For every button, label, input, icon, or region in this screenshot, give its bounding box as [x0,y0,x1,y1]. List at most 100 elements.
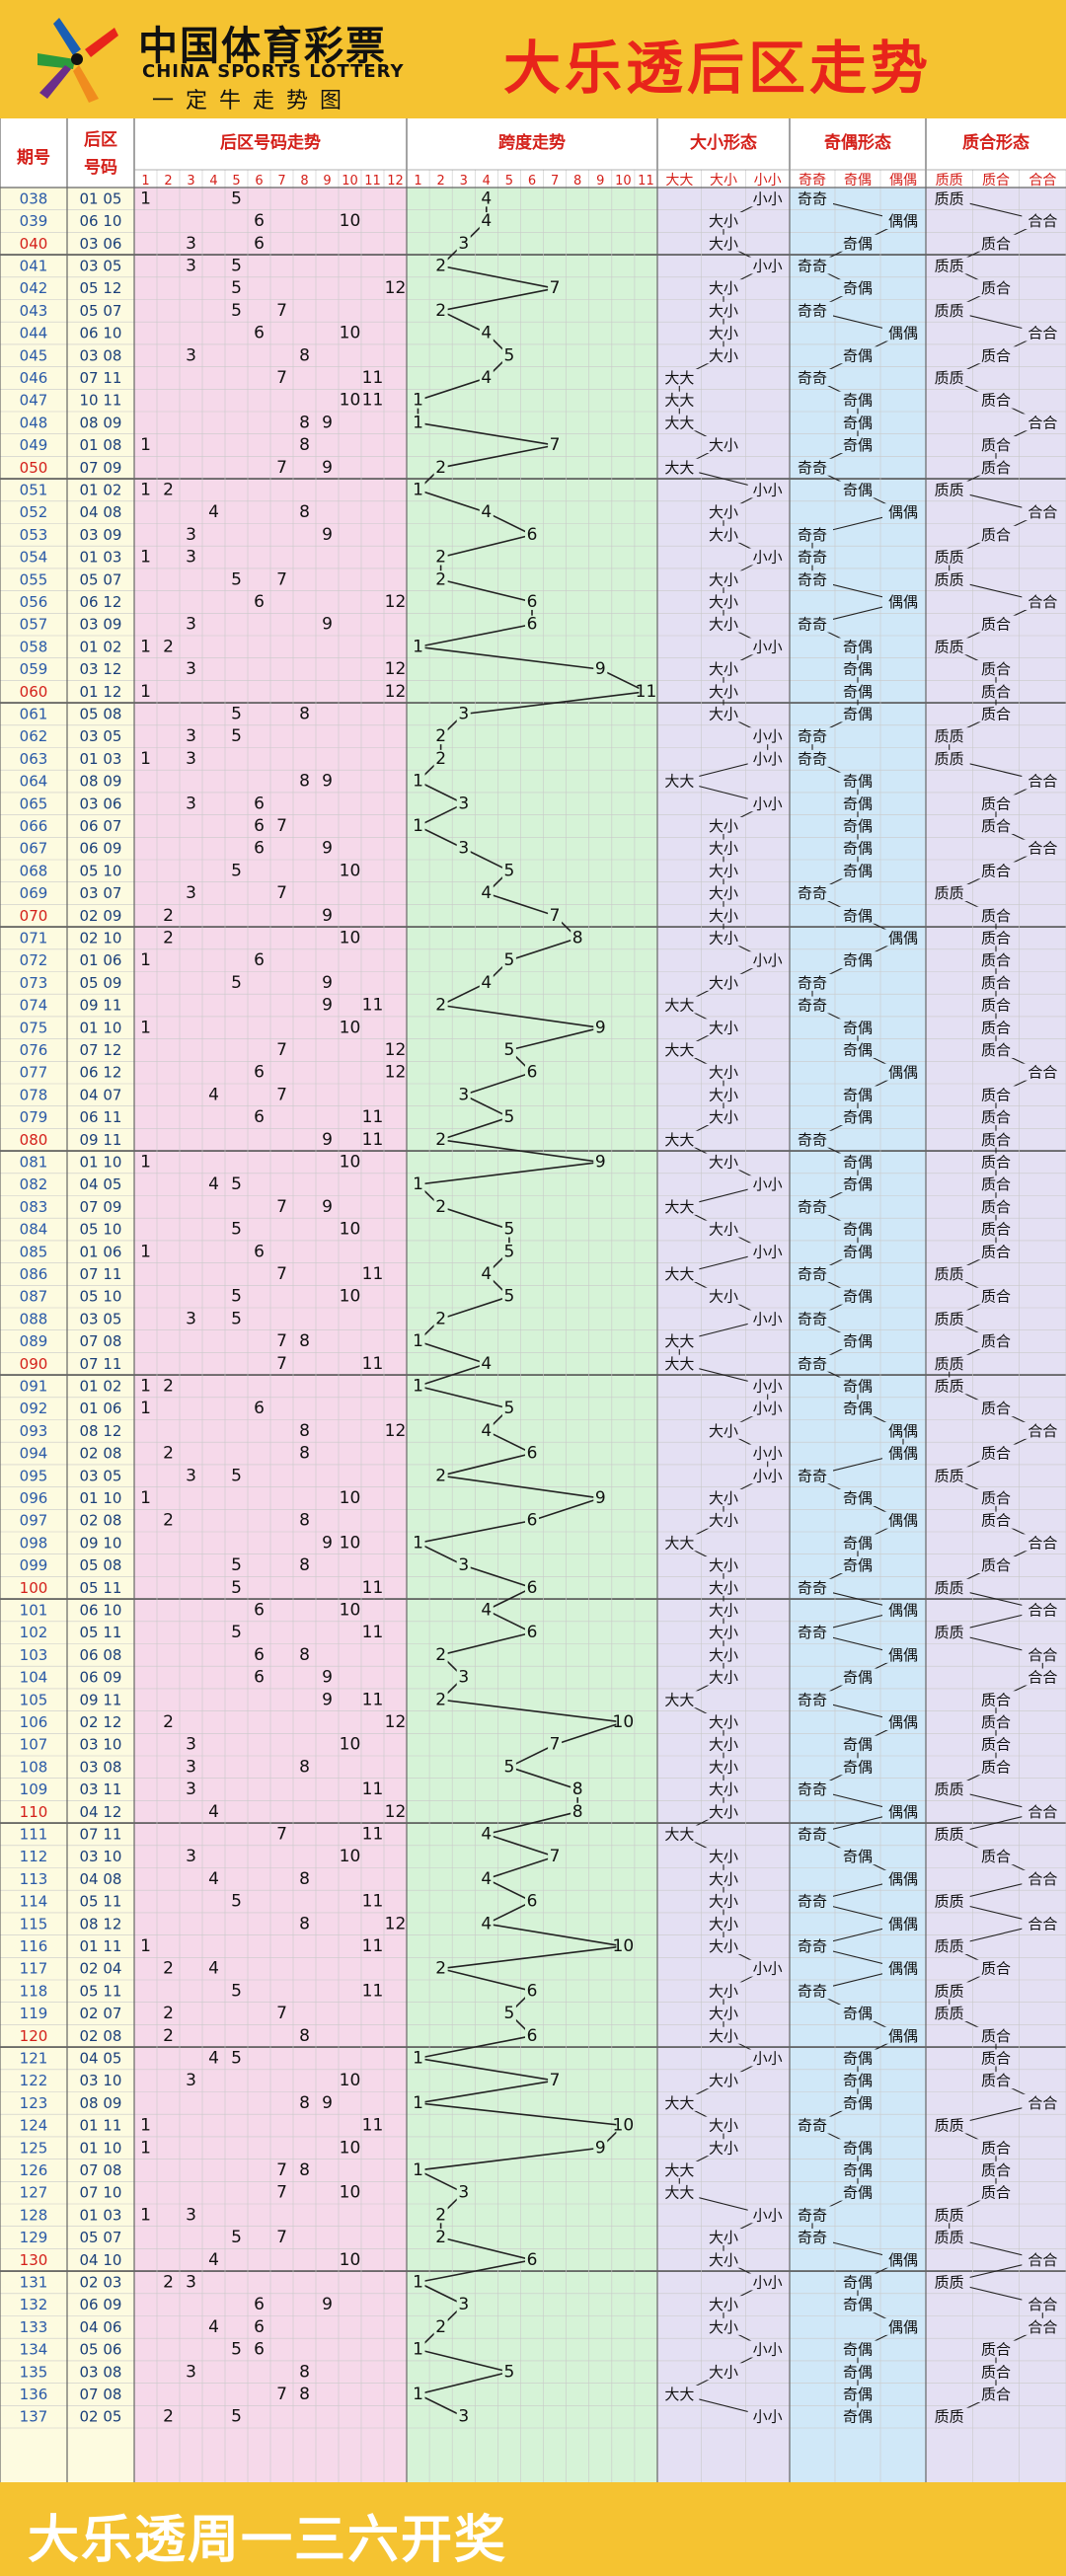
parity-mark: 奇偶 [843,1489,873,1507]
span-mark: 2 [435,1690,446,1709]
prime-mark: 质合 [981,1221,1011,1239]
size-mark: 大大 [664,459,694,477]
size-mark: 大小 [709,570,738,588]
span-mark-bg [525,1624,539,1641]
parity-mark-bg [837,346,878,364]
issue-cell: 078 [20,1086,48,1103]
size-mark-bg [659,1130,700,1148]
issue-cell: 099 [20,1556,48,1574]
size-mark: 小小 [753,2206,783,2224]
span-mark: 3 [458,794,469,813]
prime-mark: 质质 [935,481,964,498]
trend-mark: 2 [163,480,174,499]
trend-mark: 1 [140,1936,151,1956]
issue-cell: 110 [20,1803,48,1821]
trend-mark: 12 [385,1712,407,1732]
issue-cell: 105 [20,1691,48,1708]
size-mark: 大大 [664,2094,694,2112]
span-mark: 8 [572,928,583,947]
prime-mark-bg [928,638,970,655]
parity-mark: 奇奇 [798,2117,827,2135]
trend-mark: 8 [299,2362,310,2382]
trend-mark: 10 [340,1488,361,1508]
size-mark-bg [704,2116,743,2134]
prime-mark-bg [975,1691,1017,1708]
trend-mark: 7 [276,2385,287,2404]
issue-cell: 120 [20,2027,48,2045]
size-mark: 大小 [709,2072,738,2089]
prime-mark-bg [975,705,1017,722]
span-mark-bg [593,1153,608,1171]
prime-mark: 质质 [935,727,964,745]
prime-mark: 质合 [981,1288,1011,1306]
prime-mark-bg [975,458,1017,476]
trend-tick-label: 5 [232,174,240,189]
prime-mark-bg [975,2026,1017,2044]
prime-mark-bg [975,682,1017,700]
trend-mark: 5 [231,1555,242,1575]
span-mark: 6 [527,1892,538,1912]
parity-mark: 偶偶 [888,1064,918,1082]
back-number-cell: 06 10 [80,325,122,342]
span-mark-bg [479,1354,494,1372]
parity-mark: 奇偶 [843,2139,873,2157]
back-number-cell: 03 05 [80,257,122,274]
parity-mark-bg [882,1645,924,1663]
size-mark-bg [704,1915,743,1932]
back-number-cell: 04 06 [80,2318,122,2336]
trend-mark: 5 [231,1892,242,1912]
parity-mark-bg [882,1802,924,1820]
parity-mark-bg [837,2296,878,2313]
prime-series-line [948,197,1044,2418]
parity-mark-bg [792,2229,833,2246]
trend-mark: 6 [254,1600,265,1620]
size-mark: 大小 [709,1108,738,1126]
prime-mark: 质合 [981,1198,1011,1216]
parity-mark: 奇偶 [843,1758,873,1776]
trend-mark: 6 [254,1107,265,1127]
span-mark: 5 [503,345,514,365]
prime-mark: 合合 [1028,593,1057,611]
parity-mark: 奇奇 [798,1198,827,1216]
prime-mark: 质合 [981,907,1011,925]
trend-mark: 7 [276,1264,287,1284]
trend-mark: 8 [299,345,310,365]
prime-mark: 质合 [981,2341,1011,2359]
back-number-cell: 01 03 [80,750,122,768]
size-mark: 大小 [709,1736,738,1754]
prime-mark: 质合 [981,683,1011,701]
trend-mark: 3 [186,2071,196,2090]
back-number-cell: 03 08 [80,2363,122,2381]
span-mark: 9 [595,659,606,679]
size-mark-bg [659,2160,700,2178]
prime-mark: 质质 [935,1624,964,1641]
parity-mark: 奇偶 [843,817,873,835]
parity-mark-bg [882,929,924,947]
prime-mark-bg [975,1197,1017,1215]
trend-tick-label: 10 [342,174,358,189]
span-mark: 2 [435,2317,446,2337]
header-size: 大小形态 [690,132,757,153]
back-number-cell: 08 12 [80,1915,122,1932]
back-number-cell: 10 11 [80,392,122,410]
issue-cell: 113 [20,1870,48,1888]
back-number-cell: 01 10 [80,2139,122,2157]
parity-mark-bg [837,1220,878,1238]
parity-mark: 奇偶 [843,235,873,253]
issue-cell: 118 [20,1982,48,2000]
trend-mark: 7 [276,1085,287,1104]
parity-mark-bg [882,2026,924,2044]
back-number-cell: 01 02 [80,1377,122,1395]
back-number-cell: 01 11 [80,2117,122,2135]
trend-mark: 12 [385,1421,407,1441]
span-mark-bg [479,324,494,341]
parity-mark-bg [792,996,833,1014]
span-mark-bg [433,2229,448,2246]
trend-mark: 2 [163,928,174,947]
span-mark: 2 [435,1466,446,1485]
span-mark: 1 [413,2093,423,2113]
issue-cell: 092 [20,1400,48,1417]
parity-mark: 奇奇 [798,459,827,477]
issue-cell: 127 [20,2184,48,2202]
prime-mark: 质质 [935,1893,964,1911]
